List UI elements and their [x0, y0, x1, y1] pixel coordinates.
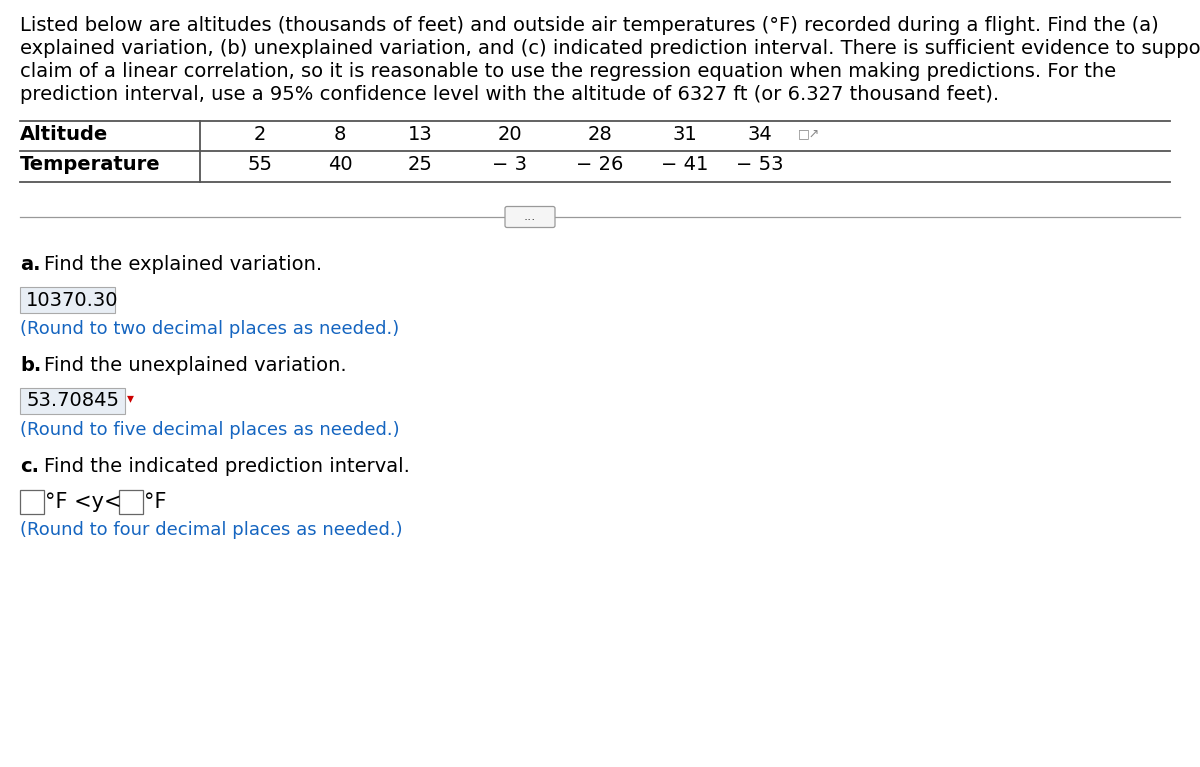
Text: c.: c.	[20, 457, 38, 476]
Text: explained variation, (b) unexplained variation, and (c) indicated prediction int: explained variation, (b) unexplained var…	[20, 39, 1200, 58]
Text: ▾: ▾	[127, 391, 134, 405]
Text: a.: a.	[20, 255, 41, 274]
Text: 10370.30: 10370.30	[26, 291, 119, 310]
FancyBboxPatch shape	[119, 490, 143, 514]
Text: claim of a linear correlation, so it is reasonable to use the regression equatio: claim of a linear correlation, so it is …	[20, 62, 1116, 81]
Text: □↗: □↗	[798, 127, 821, 140]
Text: 25: 25	[408, 155, 432, 174]
FancyBboxPatch shape	[20, 388, 125, 414]
Text: 31: 31	[673, 125, 697, 144]
Text: 55: 55	[247, 155, 272, 174]
Text: Find the indicated prediction interval.: Find the indicated prediction interval.	[44, 457, 410, 476]
Text: Find the unexplained variation.: Find the unexplained variation.	[44, 356, 347, 375]
Text: prediction interval, use a 95% confidence level with the altitude of 6327 ft (or: prediction interval, use a 95% confidenc…	[20, 85, 1000, 104]
Text: 28: 28	[588, 125, 612, 144]
Text: °F: °F	[144, 492, 167, 512]
Text: − 26: − 26	[576, 155, 624, 174]
Text: 53.70845: 53.70845	[26, 391, 119, 410]
Text: 13: 13	[408, 125, 432, 144]
Text: 20: 20	[498, 125, 522, 144]
Text: Find the explained variation.: Find the explained variation.	[44, 255, 322, 274]
Text: 8: 8	[334, 125, 346, 144]
FancyBboxPatch shape	[20, 490, 44, 514]
Text: − 3: − 3	[492, 155, 528, 174]
Text: 40: 40	[328, 155, 353, 174]
Text: 2: 2	[254, 125, 266, 144]
Text: Temperature: Temperature	[20, 155, 161, 174]
Text: − 41: − 41	[661, 155, 709, 174]
Text: Listed below are altitudes (thousands of feet) and outside air temperatures (°F): Listed below are altitudes (thousands of…	[20, 16, 1159, 35]
Text: (Round to two decimal places as needed.): (Round to two decimal places as needed.)	[20, 320, 400, 338]
Text: °F <y<: °F <y<	[46, 492, 121, 512]
Text: (Round to five decimal places as needed.): (Round to five decimal places as needed.…	[20, 421, 400, 439]
Text: − 53: − 53	[737, 155, 784, 174]
Text: Altitude: Altitude	[20, 125, 108, 144]
FancyBboxPatch shape	[20, 287, 115, 313]
Text: 34: 34	[748, 125, 773, 144]
FancyBboxPatch shape	[505, 206, 554, 228]
Text: b.: b.	[20, 356, 41, 375]
Text: (Round to four decimal places as needed.): (Round to four decimal places as needed.…	[20, 521, 403, 539]
Text: ...: ...	[524, 210, 536, 223]
